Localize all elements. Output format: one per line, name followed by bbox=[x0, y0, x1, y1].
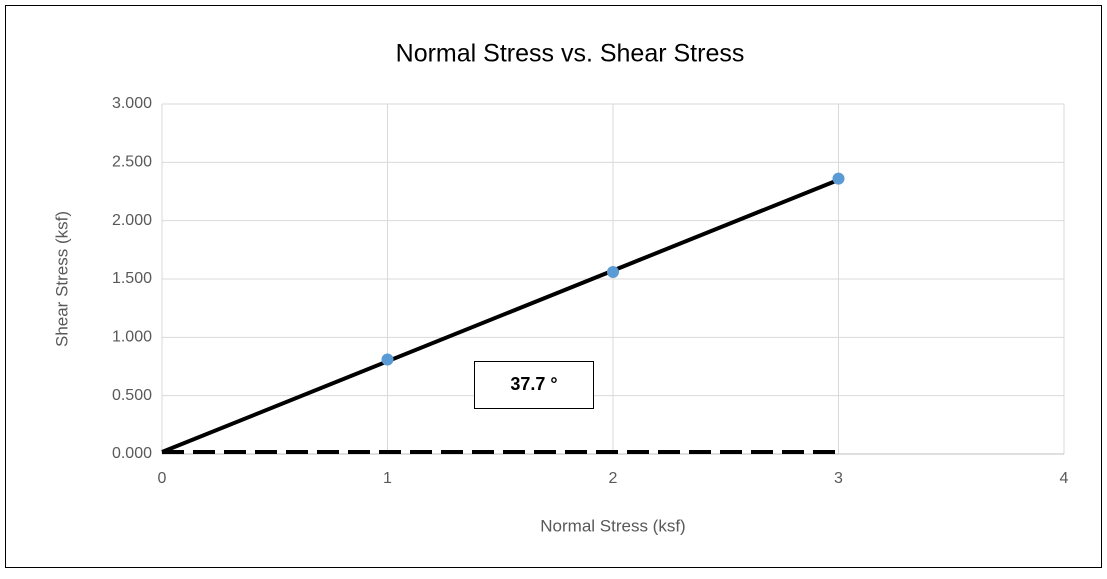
x-tick-label: 3 bbox=[834, 470, 843, 487]
y-tick-label: 0.500 bbox=[112, 387, 152, 404]
x-tick-label: 0 bbox=[158, 470, 167, 487]
y-tick-label: 2.000 bbox=[112, 212, 152, 229]
chart-title: Normal Stress vs. Shear Stress bbox=[396, 40, 745, 68]
x-tick-label: 2 bbox=[609, 470, 618, 487]
y-tick-label: 0.000 bbox=[112, 445, 152, 462]
x-axis-title: Normal Stress (ksf) bbox=[540, 516, 685, 535]
data-point bbox=[832, 172, 845, 185]
trend-line bbox=[161, 177, 840, 454]
y-tick-label: 3.000 bbox=[112, 95, 152, 112]
y-axis-title: Shear Stress (ksf) bbox=[52, 211, 71, 347]
y-tick-label: 1.000 bbox=[112, 329, 152, 346]
y-tick-label: 2.500 bbox=[112, 154, 152, 171]
data-point bbox=[607, 266, 619, 278]
data-point bbox=[381, 353, 394, 366]
annotation: 37.7 ° bbox=[510, 374, 557, 394]
annotation-box bbox=[474, 361, 594, 409]
y-tick-label: 1.500 bbox=[112, 270, 152, 287]
x-tick-label: 1 bbox=[383, 470, 392, 487]
x-tick-label: 4 bbox=[1060, 470, 1069, 487]
chart-frame bbox=[5, 5, 1102, 568]
